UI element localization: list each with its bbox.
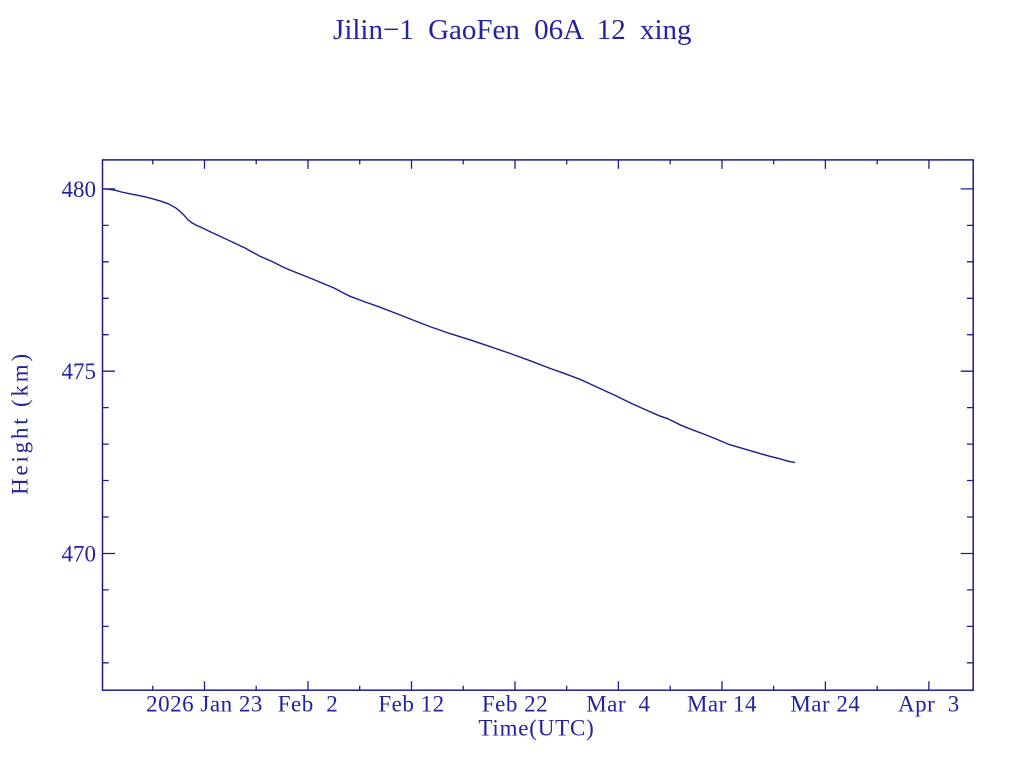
svg-text:Height (km): Height (km) [8,351,33,495]
svg-text:480: 480 [62,177,97,202]
svg-text:475: 475 [62,359,97,384]
svg-text:Time(UTC): Time(UTC) [478,716,594,741]
svg-text:470: 470 [62,542,97,567]
svg-text:Feb 2: Feb 2 [278,692,339,717]
svg-text:Apr 3: Apr 3 [898,692,960,717]
svg-text:Feb 12: Feb 12 [378,692,444,717]
svg-text:Jilin−1 GaoFen 06A 12 xing: Jilin−1 GaoFen 06A 12 xing [333,14,692,46]
svg-text:Mar 4: Mar 4 [586,692,650,717]
svg-text:Mar 14: Mar 14 [687,692,757,717]
svg-text:Feb 22: Feb 22 [482,692,548,717]
svg-text:2026 Jan 23: 2026 Jan 23 [146,692,263,717]
svg-text:Mar 24: Mar 24 [790,692,860,717]
